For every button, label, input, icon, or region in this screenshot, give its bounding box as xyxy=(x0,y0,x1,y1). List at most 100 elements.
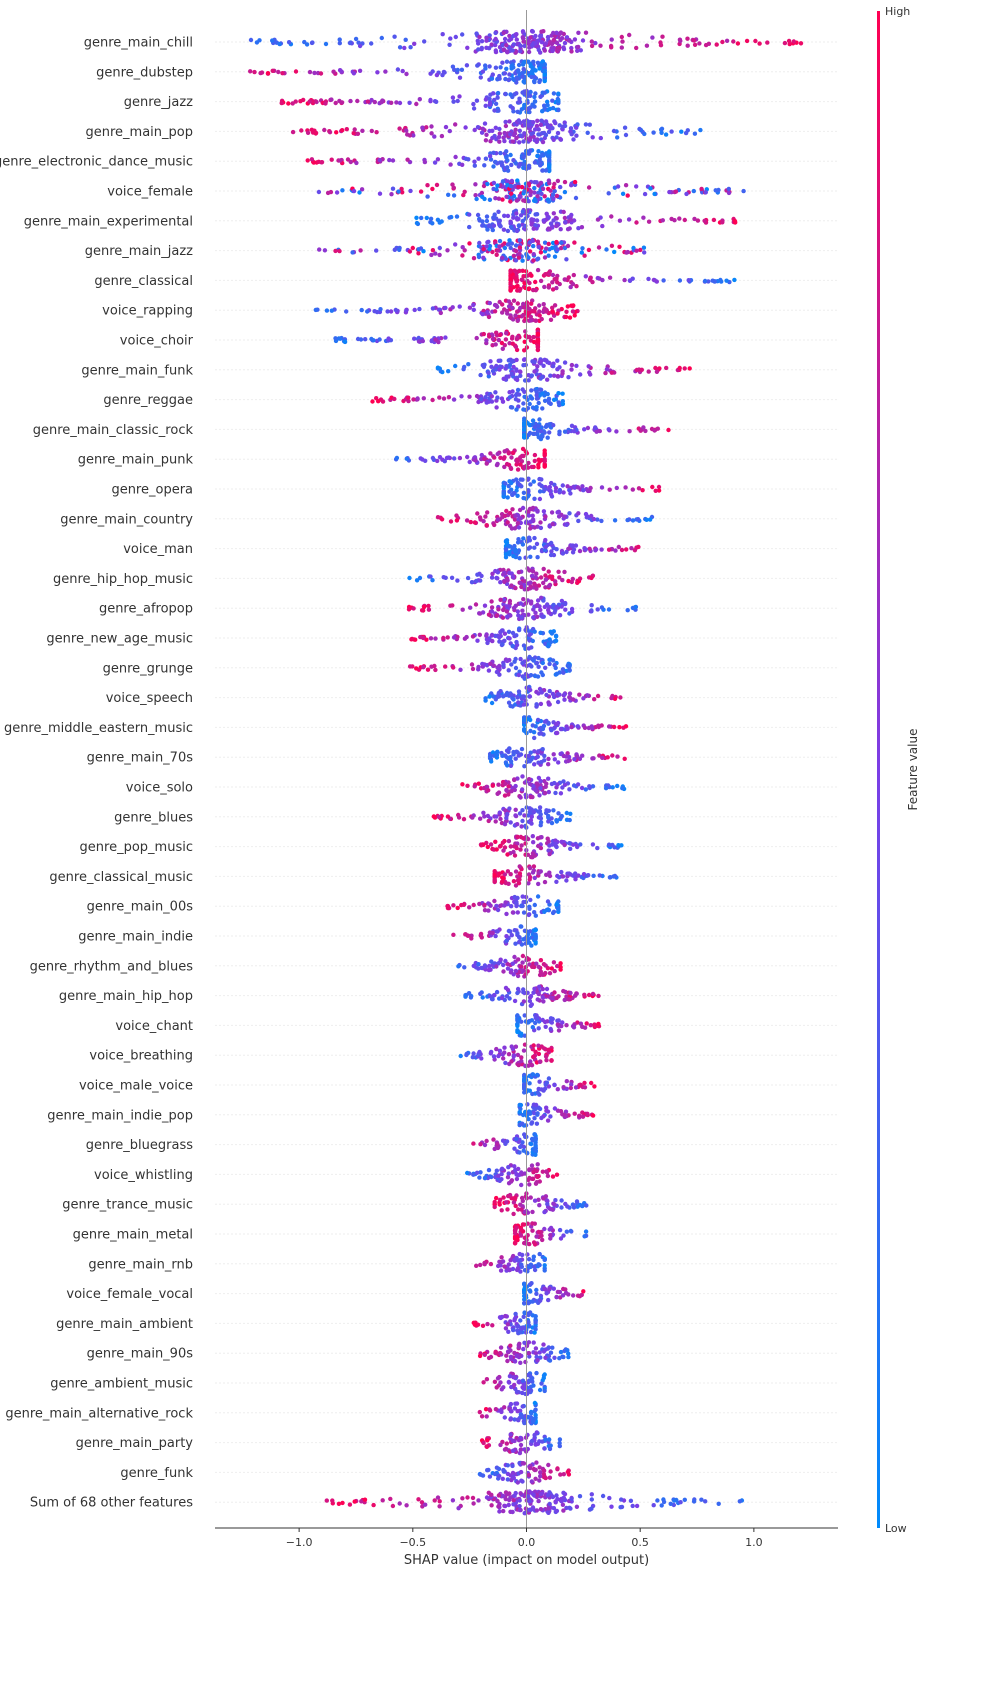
data-point xyxy=(484,244,489,249)
data-point xyxy=(526,1257,532,1262)
data-point xyxy=(552,968,557,974)
data-point xyxy=(542,458,547,464)
data-point xyxy=(521,407,526,412)
data-point xyxy=(666,427,671,433)
data-point xyxy=(496,1263,501,1269)
data-point xyxy=(400,68,405,74)
data-point xyxy=(543,514,548,519)
data-point xyxy=(513,1195,518,1201)
data-point xyxy=(562,569,567,575)
data-point xyxy=(506,450,512,455)
data-point xyxy=(540,726,546,732)
data-point xyxy=(543,1287,548,1292)
data-point xyxy=(424,215,429,221)
data-point xyxy=(559,240,564,245)
data-point xyxy=(356,40,361,45)
data-point xyxy=(646,369,651,374)
data-point xyxy=(703,42,709,48)
data-point xyxy=(521,301,526,307)
data-point xyxy=(515,301,520,306)
data-point xyxy=(558,964,563,970)
data-point xyxy=(486,223,492,228)
data-point xyxy=(450,603,455,608)
data-point xyxy=(595,217,601,222)
data-point xyxy=(369,336,374,342)
data-point xyxy=(719,279,724,284)
data-point xyxy=(507,510,513,516)
data-point xyxy=(504,59,510,64)
data-point xyxy=(472,1322,478,1327)
data-point xyxy=(656,488,662,493)
data-point xyxy=(548,995,553,1000)
data-point xyxy=(554,239,559,245)
data-point xyxy=(460,782,465,787)
data-point xyxy=(553,841,558,846)
data-point xyxy=(483,97,489,102)
data-point xyxy=(577,576,583,581)
data-point xyxy=(549,510,555,515)
data-point xyxy=(502,71,508,76)
data-point xyxy=(533,575,538,580)
data-point xyxy=(474,1263,479,1269)
data-point xyxy=(521,401,526,406)
data-point xyxy=(488,139,493,144)
data-point xyxy=(520,542,526,547)
data-point xyxy=(486,46,492,51)
data-point xyxy=(533,212,538,217)
data-point xyxy=(517,877,522,882)
data-point xyxy=(526,163,532,168)
data-point xyxy=(599,485,605,490)
data-point xyxy=(535,598,541,603)
data-point xyxy=(508,132,513,137)
data-point xyxy=(520,608,525,613)
data-point xyxy=(542,1268,547,1273)
data-point xyxy=(323,41,329,47)
data-point xyxy=(517,251,522,256)
data-point xyxy=(535,347,541,353)
data-point xyxy=(515,1029,520,1035)
data-point xyxy=(533,68,538,73)
data-point xyxy=(598,135,603,141)
data-point xyxy=(554,604,559,610)
data-point xyxy=(497,1178,502,1184)
data-point xyxy=(421,396,426,401)
data-point xyxy=(485,310,490,315)
data-point xyxy=(536,423,541,429)
data-point xyxy=(434,72,440,78)
data-point xyxy=(473,602,479,607)
data-point xyxy=(515,990,520,996)
data-point xyxy=(508,970,514,975)
data-point xyxy=(537,303,542,308)
data-point xyxy=(516,672,521,678)
data-point xyxy=(595,275,600,281)
data-point xyxy=(471,1051,476,1056)
data-point xyxy=(503,1313,508,1319)
data-point xyxy=(500,255,505,260)
data-point xyxy=(619,547,625,553)
data-point xyxy=(564,257,569,262)
data-point xyxy=(557,1356,562,1361)
data-point xyxy=(684,191,689,197)
data-point xyxy=(377,191,383,196)
data-point xyxy=(521,155,526,160)
data-point xyxy=(514,37,519,42)
data-point xyxy=(342,339,347,344)
data-point xyxy=(426,603,431,609)
data-point xyxy=(522,189,527,194)
data-point xyxy=(589,1080,594,1086)
data-point xyxy=(522,394,527,399)
data-point xyxy=(422,159,428,165)
data-point xyxy=(480,219,485,224)
data-point xyxy=(562,842,567,848)
data-point xyxy=(532,79,537,85)
data-point xyxy=(499,396,505,401)
data-point xyxy=(622,756,627,761)
data-point xyxy=(518,43,523,48)
data-point xyxy=(550,1207,555,1212)
data-point xyxy=(495,451,500,457)
data-point xyxy=(526,151,532,156)
data-point xyxy=(481,331,486,337)
data-point xyxy=(522,813,527,818)
data-point xyxy=(556,760,561,765)
